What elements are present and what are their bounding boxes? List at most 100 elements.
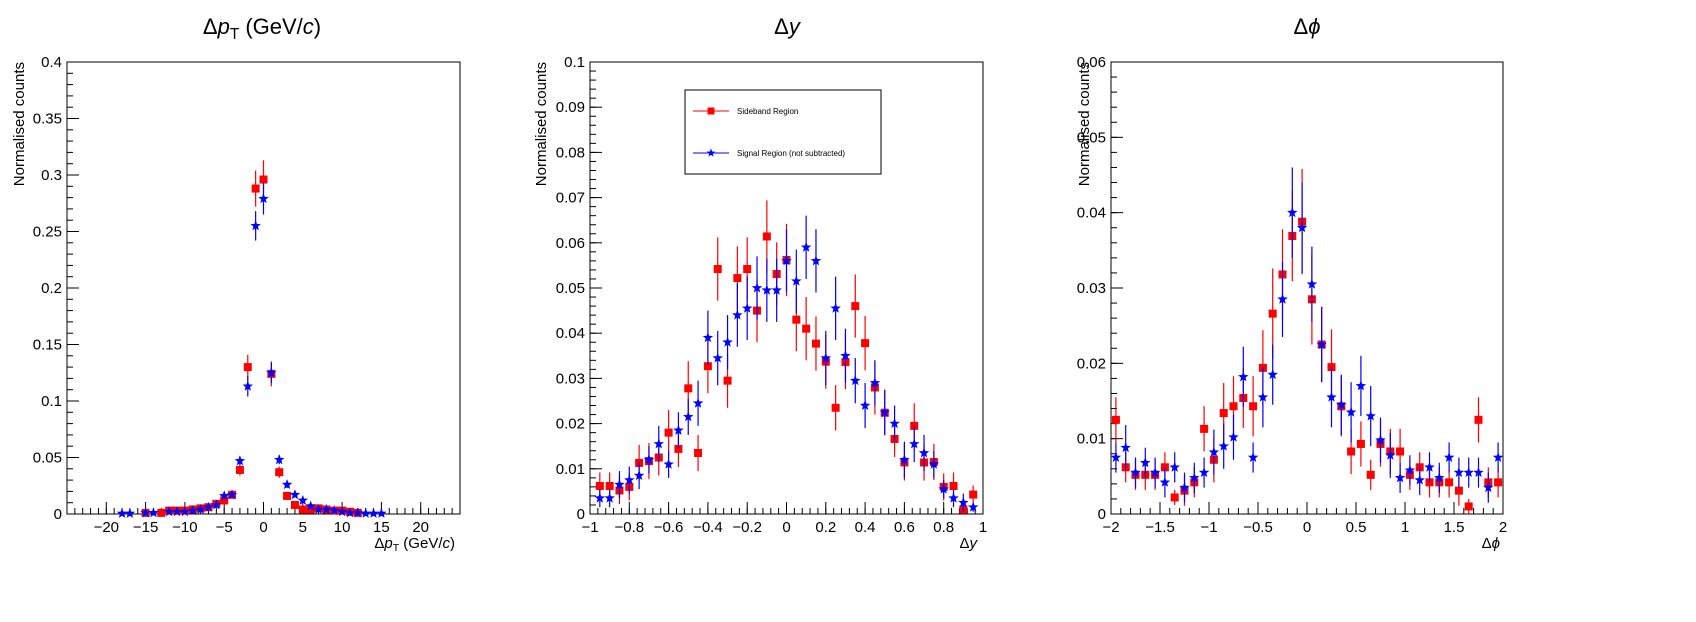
marker-star [653,438,665,449]
marker-star [1316,339,1327,349]
marker-star [859,400,871,410]
x-tick-label: 0.4 [855,519,876,536]
data-point [1159,467,1171,498]
marker-star [289,489,301,500]
marker-star [1110,452,1122,462]
marker-star [732,309,743,320]
marker-star [116,507,128,518]
marker-star [242,380,254,391]
marker-star [1453,467,1465,478]
data-point [673,412,684,449]
marker-star [203,501,214,512]
y-tick-label: 0.1 [564,54,585,71]
data-point [275,466,284,478]
panel-title-sub: T [230,26,240,43]
y-tick-label: 0.02 [556,416,585,433]
panel-title-unit_open: (GeV/ [239,14,303,39]
x-tick-label: 1 [1401,519,1409,536]
y-tick-label: 0.06 [1077,54,1106,71]
y-tick-label: 0.1 [41,393,62,410]
marker-square [969,490,978,499]
marker-square [1494,478,1503,487]
marker-square [1200,424,1209,433]
marker-star [1149,467,1161,478]
marker-square [949,481,958,490]
data-point [1366,459,1375,490]
data-point [1249,376,1258,437]
data-point [250,211,261,241]
data-point [1404,455,1416,486]
data-point [1200,406,1209,452]
marker-star [702,332,714,343]
y-tick-label: 0.01 [556,461,585,478]
marker-star [771,284,782,295]
y-tick-label: 0.09 [556,99,585,116]
marker-star [673,424,684,435]
y-tick-label: 0.05 [33,450,62,467]
data-point [604,489,615,508]
data-point [643,446,655,474]
data-point [1179,472,1190,503]
data-point [1208,429,1220,475]
data-point [1443,442,1455,473]
marker-star [820,352,832,363]
data-point [1453,457,1465,488]
data-point [624,466,635,494]
data-point [1394,462,1406,493]
panel-title-delta: Δ [1294,14,1309,39]
marker-star [1414,474,1425,485]
data-point [283,491,292,500]
y-tick-label: 0.02 [1077,355,1106,372]
data-point [305,500,316,511]
data-point [352,507,364,518]
marker-star [1247,452,1259,462]
marker-star [1198,467,1210,478]
data-point [1365,385,1376,447]
marker-square [306,505,315,514]
data-point [235,464,244,476]
marker-star [171,506,183,517]
data-point [1111,397,1120,443]
marker-square [694,448,703,457]
data-point [1247,442,1259,473]
marker-star [879,406,890,417]
data-point [861,316,870,371]
data-point [859,382,871,429]
x-tick-label: 10 [334,519,351,536]
y-tick-label: 0.4 [41,54,62,71]
data-point [1306,246,1318,322]
marker-star [1179,482,1190,493]
data-point [1483,472,1494,503]
marker-star [928,458,940,469]
data-point [1336,374,1347,435]
marker-square [1347,447,1356,456]
x-axis-title-delta: Δ [374,535,384,552]
x-tick-label: 1 [979,519,987,536]
x-tick-label: 5 [299,519,307,536]
marker-square [1170,493,1179,502]
data-point [1228,414,1239,460]
data-point [811,316,820,371]
marker-square [762,232,771,241]
data-point [306,505,315,514]
data-point [157,508,166,517]
panel-title-delta: Δ [774,14,789,39]
marker-star [938,483,949,494]
marker-star [1306,278,1318,289]
data-point [251,170,260,207]
x-tick-label: −10 [172,519,197,536]
marker-star [305,500,316,511]
legend-box [684,89,882,175]
x-tick-label: −15 [133,519,158,536]
data-point [702,310,714,365]
marker-square [235,465,244,474]
x-tick-label: 0 [1303,519,1311,536]
marker-star [163,506,175,517]
marker-star [918,447,930,458]
x-tick-label: 0 [259,519,267,536]
marker-star [329,505,340,516]
marker-star [258,193,269,204]
marker-star [234,455,246,466]
data-point [889,405,900,442]
data-point [226,489,238,500]
